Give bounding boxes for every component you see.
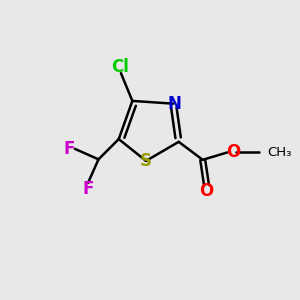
- Text: N: N: [168, 94, 182, 112]
- Text: CH₃: CH₃: [268, 146, 292, 159]
- Text: O: O: [226, 143, 241, 161]
- Text: F: F: [63, 140, 74, 158]
- Text: S: S: [140, 152, 152, 170]
- Text: F: F: [82, 180, 94, 198]
- Text: Cl: Cl: [111, 58, 128, 76]
- Text: O: O: [200, 182, 214, 200]
